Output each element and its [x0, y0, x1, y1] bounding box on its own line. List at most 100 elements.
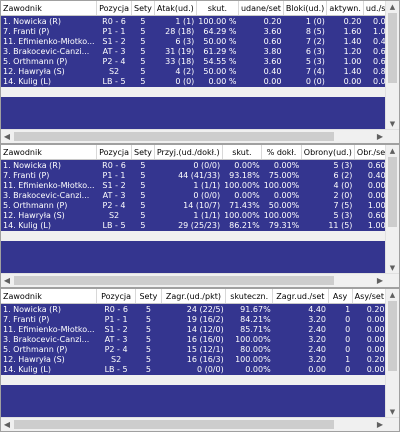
stat-cell: 2.40	[272, 345, 329, 355]
table-row[interactable]: 12. Hawryła (S) S2 5 4 (2) 50.00 % 0.40 7 (4) 1…	[1, 67, 387, 77]
column-header[interactable]: Sety	[131, 1, 155, 16]
stat-cell: 0	[328, 325, 353, 335]
column-header[interactable]: Bloki(ud.)	[283, 1, 328, 16]
scroll-thumb[interactable]	[388, 157, 397, 227]
column-header[interactable]: Zagr.ud./set	[272, 289, 329, 304]
scroll-left-icon[interactable]: ◀	[3, 276, 11, 285]
stat-cell: 100.00%	[222, 211, 262, 221]
column-header[interactable]: Pozycja	[96, 145, 132, 160]
stat-cell: 0 (0)	[154, 77, 197, 87]
column-header[interactable]: aktywn.	[326, 1, 364, 16]
table-row[interactable]: 3. Brakocevic-Canzi... AT - 3 5 31 (19) 61.2…	[1, 47, 387, 57]
stat-cell: 0.00	[326, 77, 364, 87]
scroll-up-icon[interactable]: ▲	[389, 3, 396, 11]
table-row[interactable]: 5. Orthmann (P) P2 - 4 5 33 (18) 54.55 % 3.60…	[1, 57, 387, 67]
stat-cell: 0.00%	[261, 191, 302, 201]
scroll-down-icon[interactable]: ▼	[389, 120, 396, 128]
column-header[interactable]: udane/set	[238, 1, 284, 16]
table-row[interactable]: 5. Orthmann (P) P2 - 4 5 14 (10/7) 71.43% 50.…	[1, 201, 387, 211]
table-row[interactable]: 7. Franti (P) P1 - 1 5 19 (16/2) 84.21% 3.20 0…	[1, 315, 387, 325]
scroll-up-icon[interactable]: ▲	[389, 291, 396, 299]
column-header[interactable]: Sety	[131, 145, 155, 160]
scroll-left-icon[interactable]: ◀	[3, 132, 11, 141]
column-header[interactable]: Zawodnik	[1, 1, 98, 16]
scroll-right-icon[interactable]: ▶	[376, 276, 384, 285]
column-header[interactable]: Zawodnik	[1, 145, 98, 160]
stat-cell: 1.00	[354, 221, 387, 231]
scroll-thumb[interactable]	[388, 13, 397, 83]
scroll-down-icon[interactable]: ▼	[389, 408, 396, 416]
scroll-left-icon[interactable]: ◀	[3, 420, 11, 429]
column-header[interactable]: Pozycja	[96, 289, 137, 304]
serve-stats-grid: Zawodnik Pozycja Sety Zagr.(ud./pkt) sku…	[1, 289, 387, 418]
player-name-cell: 7. Franti (P)	[1, 27, 97, 37]
table-row[interactable]: 11. Efimienko-Młotko... S1 - 2 5 14 (12/0) 8…	[1, 325, 387, 335]
stat-cell: 0.00 %	[196, 77, 239, 87]
table-row[interactable]: 1. Nowicka (R) R0 - 6 5 24 (22/5) 91.67% 4.40…	[1, 303, 387, 315]
table-header-row: Zawodnik Pozycja Sety Atak(ud.) skut. ud…	[1, 1, 387, 16]
column-header[interactable]: Sety	[135, 289, 162, 304]
horizontal-scrollbar[interactable]: ◀ ▶	[1, 129, 399, 143]
column-header[interactable]: Atak(ud.)	[154, 1, 197, 16]
column-header[interactable]: Asy/set	[352, 289, 387, 304]
scroll-thumb[interactable]	[14, 276, 334, 285]
column-header[interactable]: Pozycja	[96, 1, 132, 16]
vertical-scrollbar[interactable]: ▲ ▼	[385, 289, 399, 418]
column-header[interactable]: Obrony(ud.)	[301, 145, 355, 160]
stat-cell: S2	[96, 67, 132, 77]
scroll-up-icon[interactable]: ▲	[389, 147, 396, 155]
player-name-cell: 7. Franti (P)	[1, 315, 97, 325]
horizontal-scrollbar[interactable]: ◀ ▶	[1, 417, 399, 431]
scroll-thumb[interactable]	[14, 420, 334, 429]
column-header[interactable]: Obr./se	[354, 145, 387, 160]
column-header[interactable]: % dokł.	[261, 145, 302, 160]
vertical-scrollbar[interactable]: ▲ ▼	[385, 1, 399, 130]
horizontal-scrollbar[interactable]: ◀ ▶	[1, 273, 399, 287]
stat-cell: 1.40	[326, 67, 364, 77]
stat-cell: 100.00 %	[196, 15, 239, 27]
table-row[interactable]: 12. Hawryła (S) S2 5 16 (16/3) 100.00% 3.20 1 0…	[1, 355, 387, 365]
player-name-cell: 7. Franti (P)	[1, 171, 97, 181]
stat-cell: 100.00%	[225, 335, 273, 345]
stat-cell: 3.60	[238, 57, 284, 67]
scroll-right-icon[interactable]: ▶	[376, 132, 384, 141]
table-row[interactable]: 7. Franti (P) P1 - 1 5 44 (41/33) 93.18% 75.0…	[1, 171, 387, 181]
column-header[interactable]: Asy	[328, 289, 353, 304]
table-row[interactable]: 3. Brakocevic-Canzi... AT - 3 5 16 (16/0) 10…	[1, 335, 387, 345]
column-header[interactable]: Przyj.(ud./dokł.)	[154, 145, 223, 160]
player-name-cell: 12. Hawryła (S)	[1, 211, 97, 221]
scroll-down-icon[interactable]: ▼	[389, 264, 396, 272]
column-header[interactable]: Zagr.(ud./pkt)	[161, 289, 227, 304]
table-row[interactable]: 14. Kulig (L) LB - 5 5 29 (25/23) 86.21% 79.3…	[1, 221, 387, 231]
stat-cell: R0 - 6	[96, 15, 132, 27]
table-row[interactable]: 12. Hawryła (S) S2 5 1 (1/1) 100.00% 100.00% 5…	[1, 211, 387, 221]
table-row[interactable]: 7. Franti (P) P1 - 1 5 28 (18) 64.29 % 3.60 8 …	[1, 27, 387, 37]
stat-cell: S2	[96, 211, 132, 221]
vertical-scrollbar[interactable]: ▲ ▼	[385, 145, 399, 274]
table-row[interactable]: 5. Orthmann (P) P2 - 4 5 15 (12/1) 80.00% 2.4…	[1, 345, 387, 355]
stat-cell: 0 (0/0)	[154, 191, 223, 201]
stat-cell: 0.60	[363, 57, 387, 67]
column-header[interactable]: ud./se	[363, 1, 387, 16]
stat-cell: 0.00%	[222, 191, 262, 201]
stat-cell: 3.60	[238, 27, 284, 37]
stat-cell: 7 (2)	[283, 37, 327, 47]
stat-cell: 0.60	[238, 37, 284, 47]
scroll-thumb[interactable]	[14, 132, 334, 141]
scroll-right-icon[interactable]: ▶	[376, 420, 384, 429]
stat-cell: 5	[135, 315, 162, 325]
stat-cell: 0.00	[352, 325, 387, 335]
column-header[interactable]: Zawodnik	[1, 289, 98, 304]
stat-cell: 5	[131, 47, 155, 57]
column-header[interactable]: skut.	[196, 1, 239, 16]
scroll-thumb[interactable]	[388, 301, 397, 371]
column-header[interactable]: skut.	[222, 145, 263, 160]
column-header[interactable]: skuteczn.	[225, 289, 274, 304]
